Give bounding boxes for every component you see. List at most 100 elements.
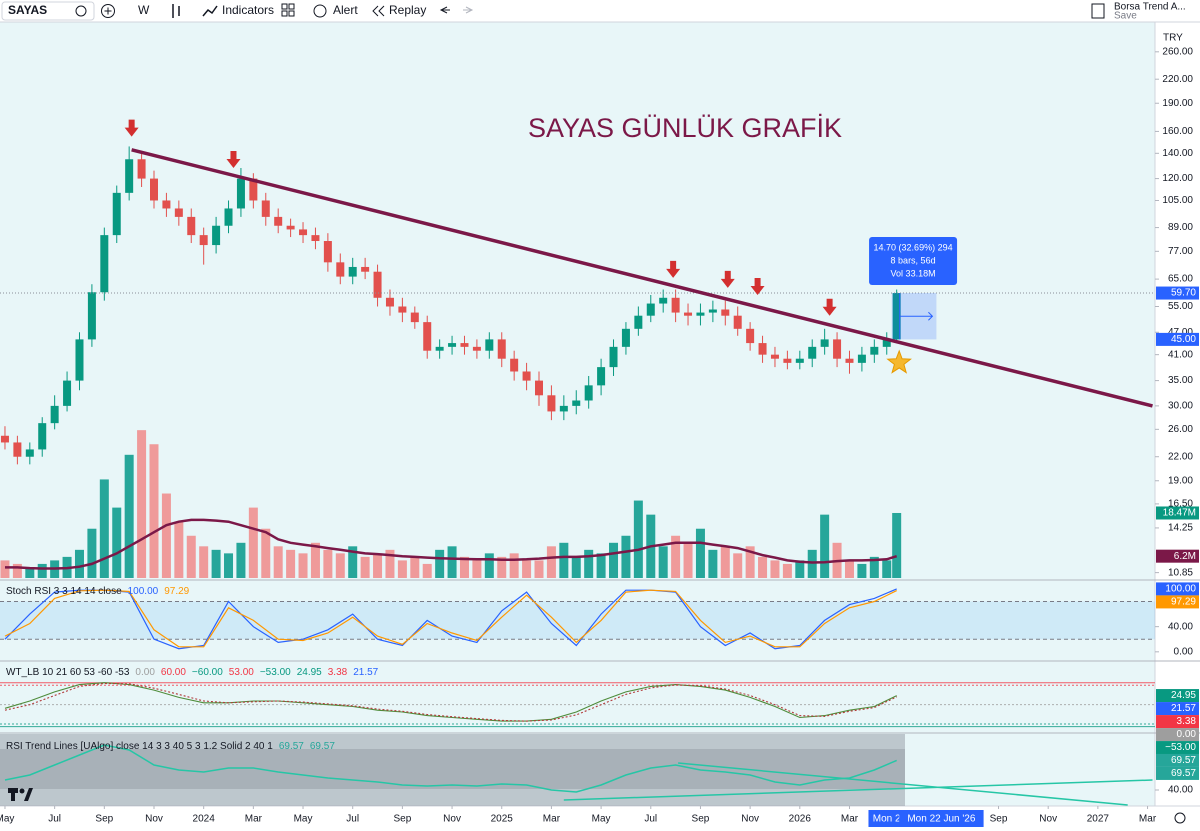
volume-ma-line: [5, 518, 898, 570]
indicator-line: [4, 682, 897, 722]
indicator-name: Stoch RSI 3 3 14 14 close: [6, 586, 122, 597]
candle-body: [236, 178, 245, 209]
indicator-value: −53.00: [260, 667, 291, 678]
layout-name[interactable]: Borsa Trend A...: [1114, 2, 1186, 13]
axis-tag-label: 69.57: [1171, 755, 1196, 766]
axis-tag-label: 21.57: [1171, 703, 1196, 714]
candle-body: [597, 367, 606, 386]
candle-body: [547, 395, 556, 412]
volume-bar: [0, 560, 10, 578]
candle-body: [857, 354, 866, 363]
volume-bar: [733, 553, 743, 578]
indicator-legend: Stoch RSI 3 3 14 14 close 100.00 97.29: [6, 586, 190, 597]
redo-button[interactable]: [463, 6, 474, 14]
layout-button[interactable]: [281, 3, 288, 10]
indicator-legend: WT_LB 10 21 60 53 -60 -53 0.00 60.00 −60.00…: [6, 667, 379, 678]
x-tick-label: Mar: [841, 814, 859, 825]
indicator-line: [4, 744, 897, 793]
volume-bar: [447, 546, 457, 578]
candle-body: [659, 297, 668, 304]
volume-bar: [435, 549, 445, 578]
volume-bar: [25, 567, 35, 578]
y-tick-label: 35.00: [1168, 375, 1193, 386]
indicator-value: 21.57: [353, 667, 378, 678]
candle-body: [621, 328, 630, 347]
axis-tag-label: −53.00: [1165, 742, 1196, 753]
candle-body: [833, 339, 842, 359]
symbol[interactable]: SAYAS: [8, 3, 47, 17]
volume-bar: [671, 535, 681, 578]
logo-part: [8, 788, 18, 793]
candle-body: [100, 235, 109, 293]
settings-button[interactable]: [1174, 812, 1186, 824]
measure-text: 14.70 (32.69%) 294: [874, 242, 953, 252]
axis-tag-label: 0.00: [1177, 729, 1197, 740]
plot-background: [0, 22, 1155, 806]
range-marker: [899, 810, 984, 827]
volume-bar: [584, 549, 594, 578]
volume-bar: [708, 549, 718, 578]
axis-tag: [1156, 506, 1199, 520]
compare-button[interactable]: [101, 4, 115, 18]
x-tick-label: Sep: [95, 814, 113, 825]
x-tick-label: Mar: [245, 814, 263, 825]
candle-body: [870, 346, 879, 355]
volume-bar: [559, 542, 569, 578]
measure-arrows: [899, 293, 934, 340]
candle-body: [199, 235, 208, 246]
y-tick-label: 41.00: [1168, 349, 1193, 360]
candle-body: [348, 266, 357, 277]
alert-icon: [313, 4, 327, 18]
symbol-icon[interactable]: [75, 5, 87, 17]
indicator-value: 53.00: [229, 667, 254, 678]
candle-body: [721, 309, 730, 316]
y-tick-label: 65.00: [1168, 274, 1193, 285]
alert-button[interactable]: Alert: [333, 3, 358, 17]
candle-body: [472, 346, 481, 351]
indicators-button[interactable]: Indicators: [222, 3, 274, 17]
indicator-value: 3.38: [328, 667, 348, 678]
x-tick-label: 2027: [1087, 814, 1110, 825]
volume-bar: [261, 528, 271, 578]
y-tick-label: 190.00: [1162, 98, 1193, 109]
volume-bar: [844, 560, 854, 578]
annotation-arrow: [124, 119, 139, 137]
candle-body: [609, 346, 618, 368]
interval[interactable]: W: [138, 3, 150, 17]
volume-bar: [323, 549, 333, 578]
replay-icon: [372, 5, 385, 17]
indicator-legend: RSI Trend Lines [UAlgo] close 14 3 3 40 …: [6, 741, 335, 752]
volume-bar: [87, 528, 97, 578]
layout-icon[interactable]: [1091, 3, 1105, 19]
volume-bar: [124, 454, 134, 578]
candle-body: [13, 442, 22, 457]
volume-bar: [720, 546, 730, 578]
volume-bar: [683, 542, 693, 578]
volume-bar: [137, 430, 147, 578]
layout-button: [288, 10, 295, 17]
x-tick-label: Sep: [393, 814, 411, 825]
volume-bar: [882, 560, 892, 578]
axes: 260.00 220.00 190.00 160.00 140.00 120.00 105.…: [0, 46, 1199, 827]
indicator-value: 60.00: [161, 667, 186, 678]
axis-tag-label: 45.00: [1171, 334, 1196, 345]
y-tick-label: 19.00: [1168, 475, 1193, 486]
chart-title: SAYAS GÜNLÜK GRAFİK: [528, 112, 842, 143]
measure-tooltip: [869, 237, 958, 286]
symbol-search[interactable]: [1, 1, 95, 21]
volume-bar: [820, 514, 830, 578]
undo-button[interactable]: [439, 6, 450, 14]
annotation-arrow: [822, 298, 837, 316]
volume-bar: [236, 542, 246, 578]
chart-type-button[interactable]: [172, 4, 180, 18]
replay-button[interactable]: Replay: [389, 3, 426, 17]
volume-bar: [892, 512, 902, 578]
indicator-value: 24.95: [297, 667, 322, 678]
axis-tag: [1156, 689, 1199, 703]
indicator-line: [4, 682, 897, 722]
volume-bar: [273, 546, 283, 578]
candle-body: [311, 235, 320, 242]
candle-body: [634, 315, 643, 329]
volume-bar: [373, 553, 383, 578]
candle-body: [572, 400, 581, 406]
